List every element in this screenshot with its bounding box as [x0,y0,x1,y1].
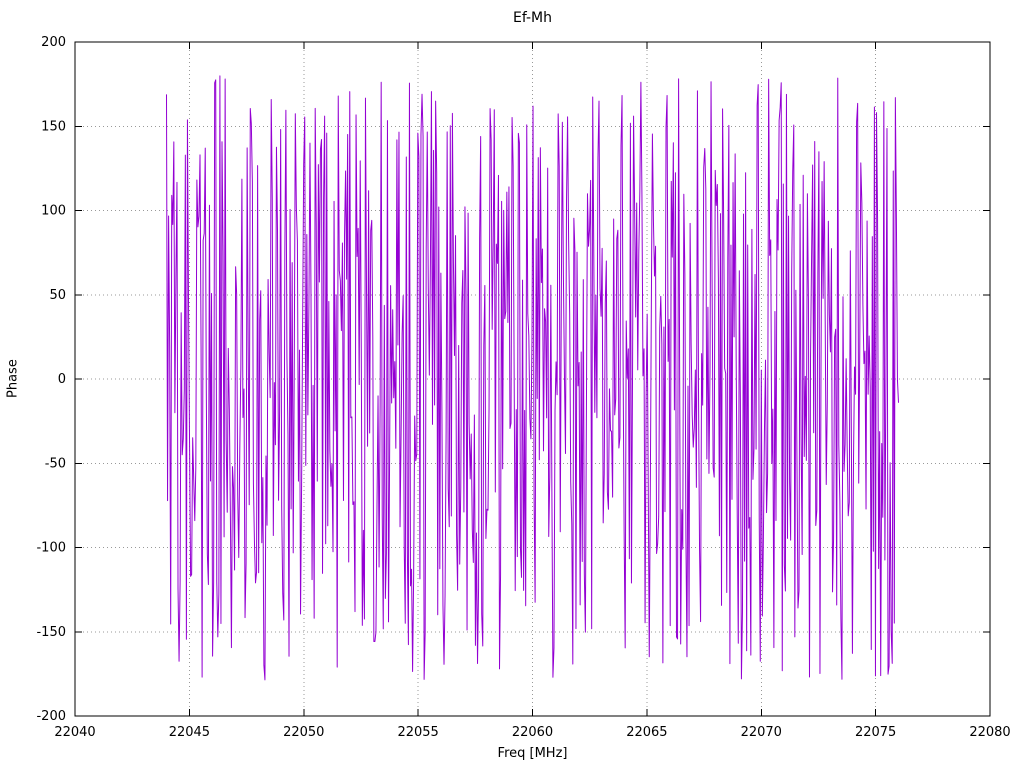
chart-title: Ef-Mh [512,10,552,26]
y-tick-label: -200 [36,709,66,724]
label-layer: 22040 22045 22050 22055 22060 22065 22070 22075… [36,35,1010,740]
x-tick-label: 22080 [969,725,1010,740]
y-tick-label: -50 [45,456,66,471]
y-tick-label: 0 [58,372,66,387]
y-axis-label: Phase [5,359,21,399]
x-tick-label: 22060 [512,725,553,740]
x-tick-label: 22065 [626,725,667,740]
series-layer [166,75,899,681]
phase-series-line [166,75,899,681]
y-tick-label: 50 [49,288,66,303]
x-tick-label: 22055 [397,725,438,740]
tick-layer [74,41,991,717]
x-tick-label: 22075 [855,725,896,740]
x-tick-label: 22040 [54,725,95,740]
y-tick-label: 200 [41,35,66,50]
x-tick-label: 22070 [741,725,782,740]
x-tick-label: 22045 [169,725,210,740]
y-tick-label: 100 [41,204,66,219]
y-tick-label: -150 [36,625,66,640]
x-tick-label: 22050 [283,725,324,740]
y-tick-label: -100 [36,541,66,556]
y-tick-label: 150 [41,119,66,134]
x-axis-label: Freq [MHz] [497,746,568,761]
